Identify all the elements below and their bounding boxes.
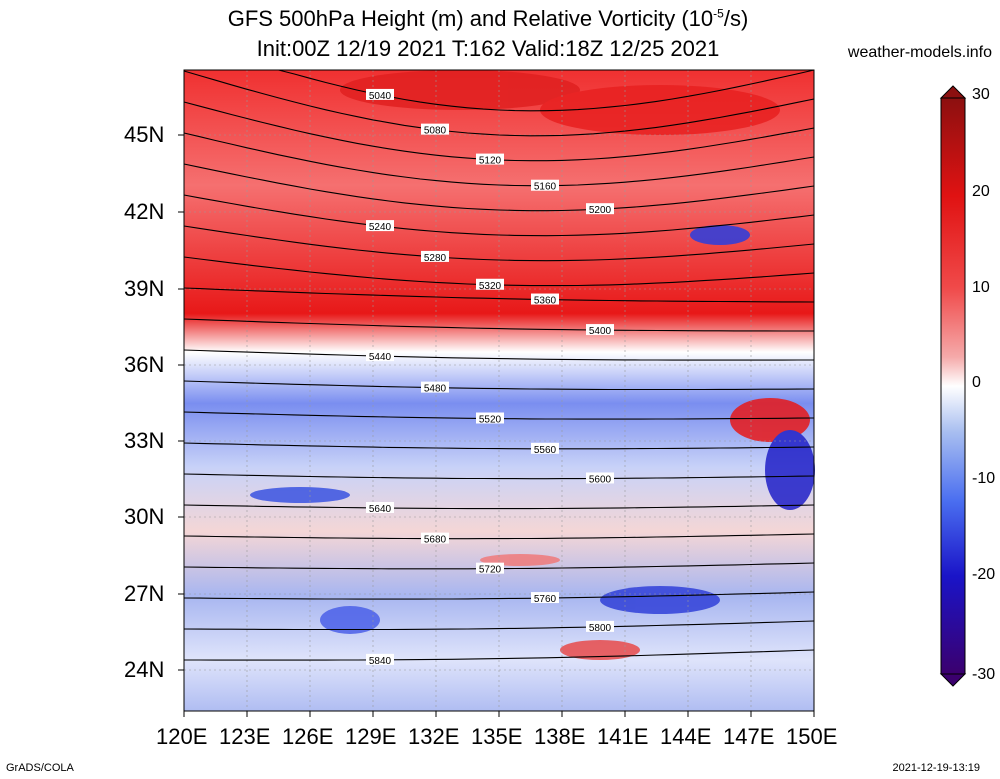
height-contour <box>183 163 815 212</box>
height-contour <box>183 349 814 361</box>
contour-label: 5200 <box>589 205 612 216</box>
contour-label-bg <box>531 293 559 305</box>
contour-label: 5840 <box>369 656 392 667</box>
contour-label: 5480 <box>424 384 447 395</box>
contour-label: 5400 <box>589 326 612 337</box>
lat-label: 30N <box>124 504 165 529</box>
colorbar-tick-label: -10 <box>972 470 996 487</box>
height-contour <box>183 473 815 480</box>
lon-label: 138E <box>534 724 586 749</box>
contour-label-bg <box>421 381 449 393</box>
colorbar-tick-label: 0 <box>972 374 981 391</box>
contour-label: 5080 <box>424 126 447 137</box>
contour-label-bg <box>476 412 504 424</box>
height-contours <box>183 69 815 661</box>
lon-label: 135E <box>471 724 523 749</box>
height-contour <box>183 194 815 237</box>
lat-label: 39N <box>124 276 165 301</box>
lon-label: 150E <box>786 724 838 749</box>
contour-label-bg <box>476 278 504 290</box>
contour-label-bg <box>531 592 559 604</box>
lat-label: 27N <box>124 581 165 606</box>
footer-right: 2021-12-19-13:19 <box>892 762 980 774</box>
footer-left: GrADS/COLA <box>6 762 74 774</box>
contour-label: 5800 <box>589 623 612 634</box>
contour-label-bg <box>366 350 394 362</box>
lat-label: 45N <box>124 122 165 147</box>
contour-label-bg <box>421 123 449 135</box>
height-contour <box>183 442 815 450</box>
contour-label: 5320 <box>479 281 502 292</box>
contour-label: 5360 <box>534 296 557 307</box>
colorbar-tick-label: 10 <box>972 279 990 296</box>
lat-label: 36N <box>124 352 165 377</box>
contour-label: 5560 <box>534 445 557 456</box>
contour-label: 5120 <box>479 156 502 167</box>
contour-label-bg <box>586 324 614 336</box>
colorbar-tick-label: 30 <box>972 86 990 103</box>
map-title-line1: GFS 500hPa Height (m) and Relative Vorti… <box>227 6 749 31</box>
colorbar-bottom-arrow <box>939 673 967 687</box>
lat-label: 42N <box>124 199 165 224</box>
contour-label: 5160 <box>534 182 557 193</box>
contour-label: 5520 <box>479 415 502 426</box>
height-contour <box>183 591 815 600</box>
site-label: weather-models.info <box>847 44 992 61</box>
contour-label: 5040 <box>369 91 392 102</box>
lat-label: 24N <box>124 657 165 682</box>
contour-label-bg <box>586 203 614 215</box>
height-contour <box>183 504 815 510</box>
contour-label-bg <box>366 88 394 100</box>
colorbar-tick-label: 20 <box>972 183 990 200</box>
contour-label-bg <box>476 153 504 165</box>
height-contour <box>184 69 815 112</box>
colorbar-tick-label: -30 <box>972 666 996 683</box>
height-contour <box>183 533 815 540</box>
lon-label: 147E <box>723 724 775 749</box>
lon-label: 126E <box>282 724 334 749</box>
height-contour <box>183 620 815 631</box>
contour-label: 5640 <box>369 504 392 515</box>
lat-label: 33N <box>124 428 165 453</box>
contour-label-bg <box>531 442 559 454</box>
lon-label: 129E <box>345 724 397 749</box>
contour-label: 5760 <box>534 594 557 605</box>
lon-label: 120E <box>156 724 208 749</box>
contour-label-bg <box>421 532 449 544</box>
height-contour <box>183 132 815 187</box>
contour-label: 5440 <box>369 352 392 363</box>
contour-label-bg <box>531 179 559 191</box>
height-contour <box>183 287 815 303</box>
lon-label: 123E <box>219 724 271 749</box>
height-contour <box>183 70 815 137</box>
map-title-line2: Init:00Z 12/19 2021 T:162 Valid:18Z 12/2… <box>256 36 720 61</box>
contour-label: 5240 <box>369 222 392 233</box>
contour-label-bg <box>366 501 394 513</box>
contour-label-bg <box>366 653 394 665</box>
contour-label: 5720 <box>479 565 502 576</box>
contour-labels: 5040 5080 5120 5160 5200 5240 5280 5320 5360 5400… <box>366 88 614 667</box>
contour-label: 5600 <box>589 474 612 485</box>
contour-label-bg <box>476 562 504 574</box>
contour-label: 5280 <box>424 253 447 264</box>
height-contour <box>184 649 815 661</box>
contour-label: 5680 <box>424 535 447 546</box>
contour-label-bg <box>586 620 614 632</box>
vorticity-features <box>250 70 815 660</box>
height-contour <box>183 225 815 262</box>
height-contour <box>183 318 814 332</box>
contour-label-bg <box>586 472 614 484</box>
colorbar <box>940 97 966 675</box>
lon-label: 141E <box>597 724 649 749</box>
lon-label: 144E <box>660 724 712 749</box>
contour-label-bg <box>421 250 449 262</box>
lon-label: 132E <box>408 724 460 749</box>
height-contour <box>183 380 815 391</box>
colorbar-top-arrow <box>939 85 967 99</box>
colorbar-tick-label: -20 <box>972 566 996 583</box>
contour-label-bg <box>366 220 394 232</box>
